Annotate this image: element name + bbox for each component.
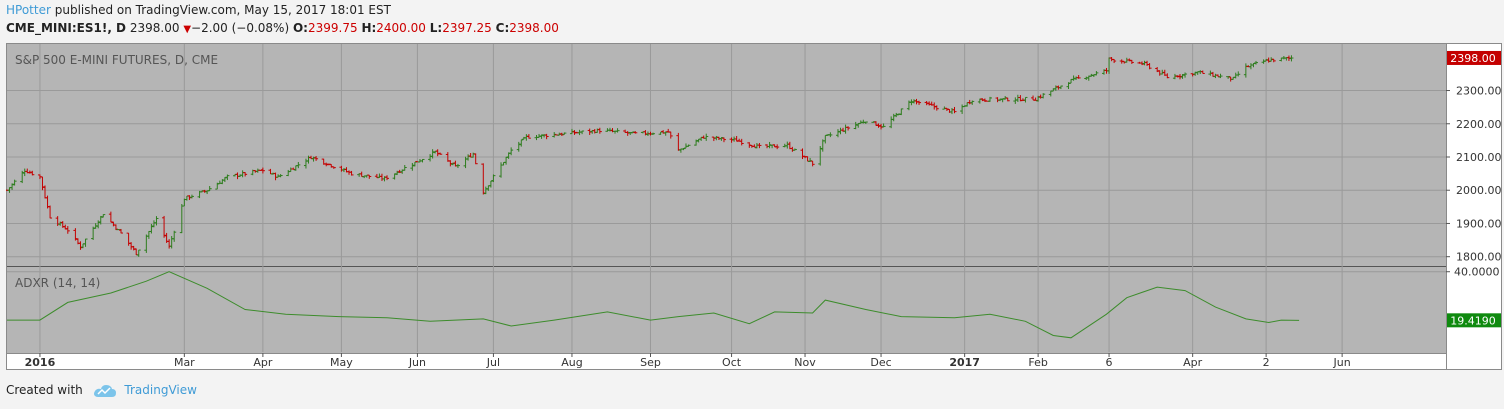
last-adxr-badge-bg xyxy=(1447,313,1501,328)
time-axis-tick-label: Apr xyxy=(1183,356,1203,369)
publish-line: HPotter published on TradingView.com, Ma… xyxy=(6,3,391,17)
price-axis-tick-label: 2000.00 xyxy=(1456,184,1502,197)
tradingview-link[interactable]: TradingView xyxy=(124,383,197,397)
time-axis-tick-label: Feb xyxy=(1028,356,1047,369)
price-axis-tick-label: 2200.00 xyxy=(1456,118,1502,131)
time-axis-tick-label: May xyxy=(330,356,353,369)
adxr-axis-ticks: 40.0000 xyxy=(1446,266,1500,279)
adxr-pane[interactable] xyxy=(7,267,1446,353)
high-label: H: xyxy=(361,21,377,35)
time-axis-tick-label: 2 xyxy=(1263,356,1270,369)
price-axis-ticks: 2300.00 2200.00 2100.00 2000.00 1900.00 1800.… xyxy=(1446,85,1502,264)
last-adxr-badge-text: 19.4190 xyxy=(1450,314,1496,327)
ohlc-bars xyxy=(6,55,1294,257)
close-label: C: xyxy=(495,21,510,35)
time-axis-tick-label: 2017 xyxy=(949,356,980,369)
low-label: L: xyxy=(429,21,443,35)
author-link[interactable]: HPotter xyxy=(6,3,51,17)
adxr-line xyxy=(7,271,1300,339)
footer: Created with TradingView xyxy=(6,383,197,398)
time-axis-tick-label: Jun xyxy=(408,356,426,369)
time-axis-tick-label: Aug xyxy=(561,356,582,369)
open-value: 2399.75 xyxy=(307,21,358,35)
published-text: published on TradingView.com, May 15, 20… xyxy=(54,3,391,17)
time-axis-tick-label: Jun xyxy=(1333,356,1351,369)
price-axis-tick-label: 2300.00 xyxy=(1456,85,1502,98)
high-value: 2400.00 xyxy=(376,21,426,35)
time-axis-tick-label: Mar xyxy=(174,356,195,369)
price-and-adxr-chart[interactable]: S&P 500 E-MINI FUTURES, D, CME ADXR (14,… xyxy=(6,43,1502,370)
time-axis-tick-label: Apr xyxy=(253,356,273,369)
price-axis-tick-label: 2100.00 xyxy=(1456,151,1502,164)
time-axis-tick-label: Sep xyxy=(640,356,661,369)
price-change: −2.00 (−0.08%) xyxy=(191,21,290,35)
created-with-text: Created with xyxy=(6,383,83,397)
price-pane[interactable] xyxy=(7,44,1446,266)
time-axis-ticks: 2016 Mar Apr May Jun Jul Aug Sep Oct Nov Dec 2017 Fe… xyxy=(25,353,1351,369)
last-price-badge: 2398.00 xyxy=(1447,50,1501,65)
last-price-badge-text: 2398.00 xyxy=(1450,52,1496,65)
down-arrow-icon: ▼ xyxy=(183,24,192,35)
symbol-info-line: CME_MINI:ES1!, D 2398.00 ▼−2.00 (−0.08%)… xyxy=(6,21,559,35)
adxr-pane-title: ADXR (14, 14) xyxy=(15,276,100,290)
price-axis-tick-label: 1800.00 xyxy=(1456,251,1502,264)
price-axis-tick-label: 1900.00 xyxy=(1456,217,1502,230)
last-price-badge-bg xyxy=(1447,50,1501,65)
time-axis-tick-label: Oct xyxy=(722,356,742,369)
low-value: 2397.25 xyxy=(442,21,492,35)
price-pane-title: S&P 500 E-MINI FUTURES, D, CME xyxy=(15,53,218,67)
grid-lines xyxy=(7,44,1446,352)
time-axis-tick-label: Jul xyxy=(486,356,500,369)
open-label: O: xyxy=(292,21,308,35)
tradingview-cloud-icon xyxy=(93,384,116,397)
last-adxr-badge: 19.4190 xyxy=(1447,313,1501,328)
time-axis-tick-label: Dec xyxy=(870,356,891,369)
time-axis-tick-label: Nov xyxy=(794,356,816,369)
adxr-axis-tick-label: 40.0000 xyxy=(1454,266,1500,279)
time-axis-tick-label: 6 xyxy=(1106,356,1113,369)
close-value: 2398.00 xyxy=(509,21,559,35)
symbol-name: CME_MINI:ES1!, D xyxy=(6,21,127,35)
last-price: 2398.00 xyxy=(129,21,180,35)
time-axis-tick-label: 2016 xyxy=(25,356,56,369)
